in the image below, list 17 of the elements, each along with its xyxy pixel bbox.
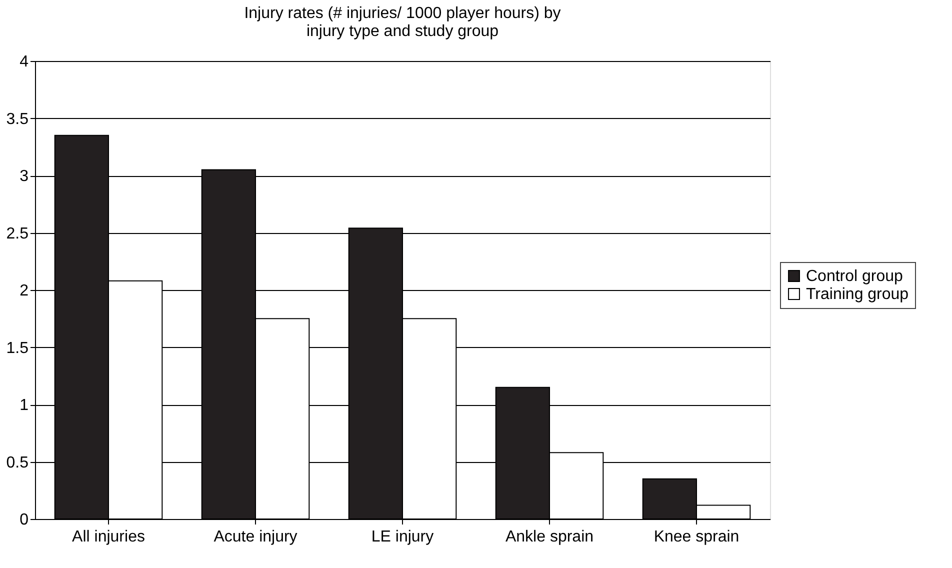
x-tick-label: All injuries (72, 528, 145, 546)
y-tick-label: 4 (20, 54, 29, 70)
x-tick-label: LE injury (371, 528, 434, 546)
y-tick-label: 2 (20, 282, 29, 300)
chart-title: Injury rates (# injuries/ 1000 player hours) by injury type and study group (244, 5, 561, 40)
y-tick-label: 3.5 (6, 110, 29, 128)
legend-label: Training group (806, 286, 909, 303)
y-tick-label: 1 (20, 397, 29, 414)
x-tick-label: Knee sprain (654, 528, 740, 546)
x-tick-label: Ankle sprain (505, 528, 594, 546)
legend-label: Control group (806, 268, 904, 285)
y-tick-label: 0.5 (6, 454, 29, 472)
y-tick-label: 1.5 (6, 340, 29, 357)
y-tick-label: 0 (20, 512, 29, 528)
y-tick-label: 3 (20, 168, 29, 185)
y-tick-label: 2.5 (6, 225, 29, 242)
x-tick-label: Acute injury (214, 528, 298, 546)
